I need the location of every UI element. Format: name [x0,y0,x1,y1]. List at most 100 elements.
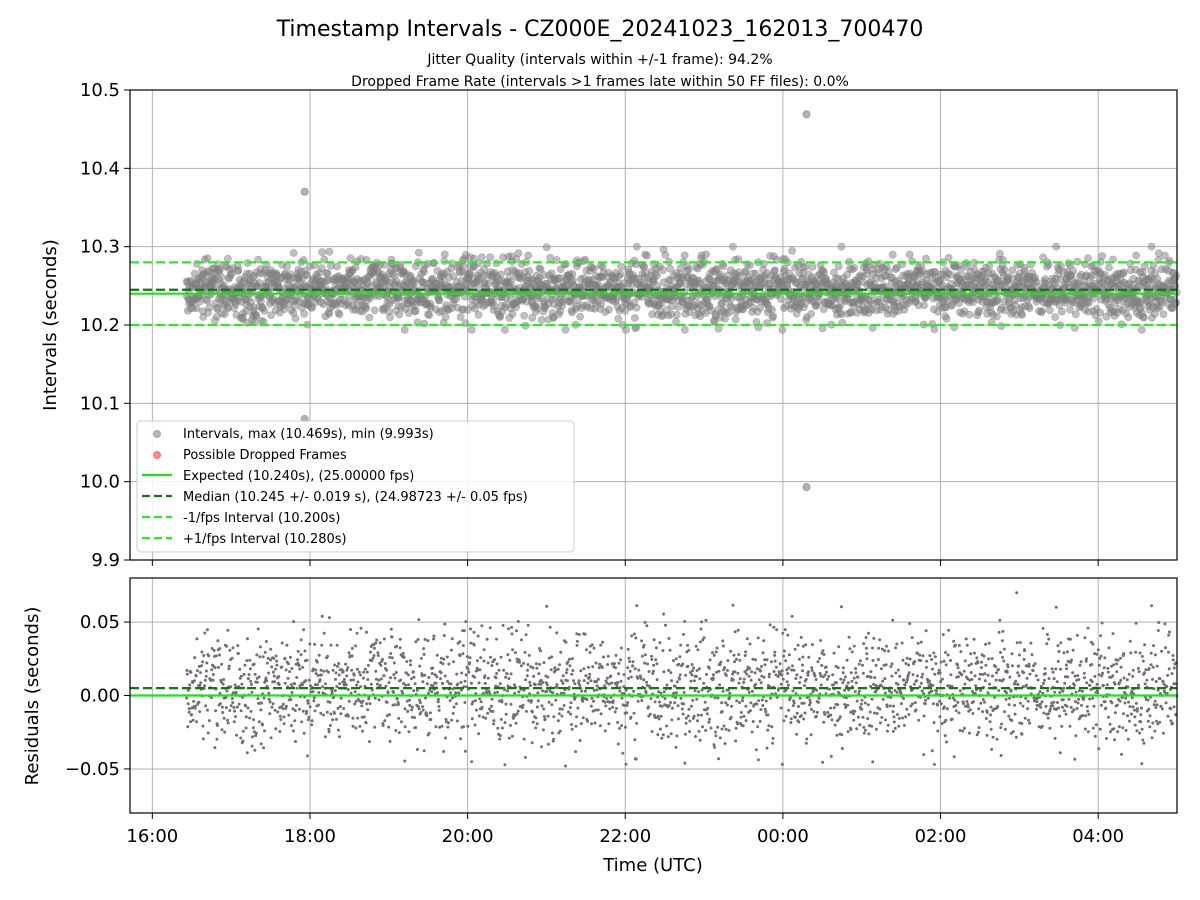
residual-point [473,675,477,679]
residual-point [861,671,865,675]
residual-point [382,637,386,641]
interval-point [525,266,534,275]
residual-point [701,725,705,729]
residual-point [560,714,564,718]
interval-point [474,310,483,319]
legend-label-plus-fps: +1/fps Interval (10.280s) [183,532,347,547]
residual-point [290,666,294,670]
residual-point [668,648,672,652]
residual-point [345,674,349,678]
residual-point [263,729,266,733]
residual-point [268,712,272,716]
residual-point [860,707,864,711]
residual-point [538,662,542,666]
residual-point [547,700,551,704]
interval-point [435,296,444,305]
residual-point [646,705,650,709]
residual-point [774,665,778,669]
residual-point [734,657,738,661]
interval-point [1066,305,1074,314]
residual-point [410,705,414,709]
residual-point [729,649,733,653]
residual-point [980,660,984,664]
residual-point [307,715,311,719]
residual-point [691,698,695,702]
residual-point [448,699,452,703]
residual-point [283,681,287,685]
residual-point [558,663,562,667]
residual-point [528,684,532,687]
residual-point [678,655,682,659]
residual-point [887,649,891,653]
residual-point [546,675,550,679]
residual-point [672,659,675,663]
residual-point [395,644,399,648]
interval-outlier-3 [802,483,811,492]
residual-point [1067,697,1071,701]
interval-point [673,310,681,319]
residual-point [720,701,724,705]
residual-point [1065,667,1069,671]
residual-point [818,672,822,675]
interval-point [1098,252,1106,260]
residual-point [203,631,207,635]
residual-point [692,679,696,683]
residual-point [575,643,579,647]
residual-point [669,671,673,675]
interval-point [605,305,613,314]
residual-point [1018,641,1022,644]
residual-point [1008,675,1012,679]
residual-point [644,691,648,695]
residual-point [287,713,291,717]
residual-point [407,683,411,687]
residual-point [626,701,630,705]
residual-point [950,717,954,721]
residual-point [458,654,462,658]
residual-point [571,669,575,672]
residual-point [654,646,658,650]
residual-point [528,680,532,684]
residual-point [1013,682,1017,686]
residual-point [516,709,520,713]
residual-point [500,726,504,730]
residual-point [271,670,275,674]
interval-point [536,265,545,274]
residual-point [257,675,261,679]
residual-point [784,714,788,718]
residual-point [748,667,752,670]
residual-point [525,674,529,678]
residual-point [986,673,990,677]
residual-point [498,682,502,686]
residual-point [335,643,339,647]
residual-point [1060,724,1064,728]
residual-point [845,658,849,662]
residual-point [319,673,323,677]
residual-point [759,708,763,712]
residual-point [868,710,872,714]
interval-point [528,313,537,322]
residual-point [455,719,459,723]
residual-point [462,725,465,729]
residual-point [731,678,735,682]
residual-point [645,624,649,628]
residual-point [952,755,956,759]
residual-point [688,730,692,733]
residual-point [531,720,535,724]
residuals-points [185,591,1179,768]
residual-point [705,672,708,676]
residual-point [638,674,642,678]
residual-point [661,649,665,653]
residual-point [841,671,845,675]
residual-point [226,721,230,725]
residual-point [949,659,952,662]
residual-point [855,699,859,703]
residual-point [244,726,248,730]
residual-point [452,660,456,664]
residual-point [865,652,869,656]
residual-point [1008,696,1012,700]
residual-point [1025,683,1028,687]
residual-point [989,713,993,717]
residual-point [931,667,934,671]
interval-point [1172,298,1180,307]
interval-point [1126,259,1135,268]
